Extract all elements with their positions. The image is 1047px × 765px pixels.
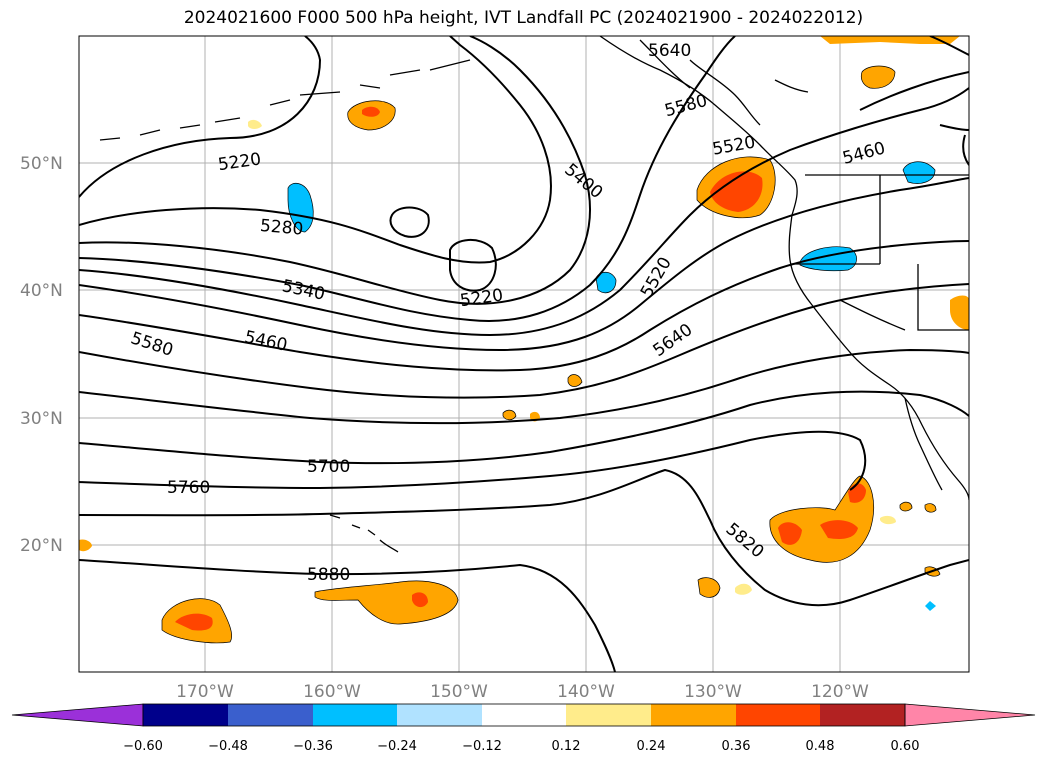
- colorbar-tick-label: 0.60: [891, 739, 920, 754]
- colorbar-segment: [228, 704, 313, 726]
- lat-label: 50°N: [20, 154, 63, 174]
- colorbar-tick-label: 0.48: [806, 739, 835, 754]
- colorbar-segment: [482, 704, 566, 726]
- longitude-labels: 170°W 160°W 150°W 140°W 130°W 120°W: [176, 682, 869, 702]
- colorbar-segment: [566, 704, 651, 726]
- colorbar-tick-label: −0.24: [377, 739, 417, 754]
- contour-label: 5700: [307, 457, 350, 477]
- lon-label: 160°W: [303, 682, 361, 702]
- contour-label: 5880: [307, 565, 350, 585]
- lon-label: 140°W: [557, 682, 615, 702]
- lat-label: 20°N: [20, 536, 63, 556]
- height-contours: [79, 36, 969, 672]
- colorbar-tick-label: 0.36: [722, 739, 751, 754]
- colorbar-tick-label: −0.48: [208, 739, 248, 754]
- map-border: [78, 35, 970, 673]
- latitude-labels: 50°N 40°N 30°N 20°N: [20, 154, 63, 556]
- colorbar-tick-label: 0.24: [637, 739, 666, 754]
- lon-label: 170°W: [176, 682, 234, 702]
- colorbar-segment: [397, 704, 482, 726]
- contour-label: 5280: [259, 216, 304, 240]
- lon-label: 120°W: [811, 682, 869, 702]
- colorbar-left-extension: [11, 703, 144, 727]
- colorbar-tick-label: 0.12: [552, 739, 581, 754]
- lon-label: 130°W: [684, 682, 742, 702]
- colorbar-segment: [313, 704, 397, 726]
- colorbar-tick-label: −0.36: [293, 739, 333, 754]
- lat-label: 30°N: [20, 409, 63, 429]
- colorbar: −0.60 −0.48 −0.36 −0.24 −0.12 0.12 0.24 …: [11, 703, 1036, 754]
- colorbar-segment: [820, 704, 905, 726]
- ivt-positive-shading: [79, 36, 969, 644]
- coastlines: [99, 36, 969, 553]
- colorbar-tick-label: −0.12: [462, 739, 502, 754]
- lat-label: 40°N: [20, 281, 63, 301]
- colorbar-border: [142, 703, 906, 727]
- map-panel: [79, 36, 969, 672]
- contour-label: 5640: [648, 41, 691, 61]
- colorbar-right-extension: [904, 703, 1036, 727]
- lon-label: 150°W: [430, 682, 488, 702]
- map-title: 2024021600 F000 500 hPa height, IVT Land…: [183, 8, 864, 28]
- colorbar-segment: [143, 704, 228, 726]
- contour-label: 5760: [167, 478, 210, 498]
- colorbar-segment: [651, 704, 736, 726]
- colorbar-tick-label: −0.60: [123, 739, 163, 754]
- colorbar-segment: [736, 704, 820, 726]
